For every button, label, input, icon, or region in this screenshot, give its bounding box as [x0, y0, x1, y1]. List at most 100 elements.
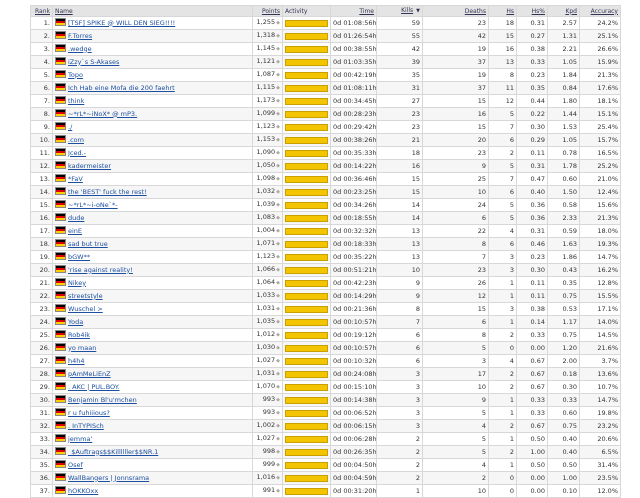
trend-icon: ◆ [276, 280, 280, 286]
activity [282, 393, 331, 407]
activity-bar [285, 188, 328, 196]
player-name[interactable]: bGW** [68, 252, 91, 261]
player-name[interactable]: *FaV [68, 174, 83, 183]
time: 0d 01:03:35h [330, 55, 377, 69]
player-name[interactable]: iZzy`s S-Akases [68, 57, 120, 66]
flag [55, 277, 66, 286]
flag [55, 199, 66, 208]
rank: 13. [30, 172, 53, 186]
player-name[interactable]: the 'BEST' fuck the rest! [68, 187, 147, 196]
kills: 8 [376, 302, 423, 316]
rank: 15. [30, 198, 53, 212]
player-name[interactable]: WallBangers | Jonnsrama [68, 473, 150, 482]
player-name[interactable]: Rob4ik [68, 330, 91, 339]
activity-bar [285, 162, 328, 170]
player: hOKKOxx [52, 484, 253, 498]
player-name[interactable]: ./ [68, 122, 73, 131]
player-name[interactable]: Yoda [68, 317, 84, 326]
player-name[interactable]: Wuschel > [68, 304, 103, 313]
player-name[interactable]: sad but true [68, 239, 108, 248]
points: 1,032◆ [252, 185, 283, 199]
player-name[interactable]: dude [68, 213, 85, 222]
deaths: 5 [422, 445, 489, 459]
rank: 10. [30, 133, 53, 147]
headshots: 6 [488, 237, 517, 251]
player-name[interactable]: Nikey [68, 278, 87, 287]
accuracy: 15.6% [579, 198, 621, 212]
points-value: 1,083 [256, 213, 276, 221]
sort-link[interactable]: Deaths [464, 7, 486, 15]
headshots: 4 [488, 224, 517, 238]
player-name[interactable]: Topo [68, 70, 83, 79]
player-name[interactable]: jemma' [68, 434, 93, 443]
sort-link[interactable]: Rank [35, 7, 50, 15]
kills: 21 [376, 133, 423, 147]
kpd: 1.63 [547, 237, 580, 251]
points-value: 1,050 [256, 161, 276, 169]
player-name[interactable]: pAmMeLiEnZ [68, 369, 111, 378]
player-name[interactable]: F.Torres [68, 31, 93, 40]
activity-bar [285, 149, 328, 157]
sort-link[interactable]: Name [55, 7, 73, 15]
sort-link[interactable]: Hs% [531, 7, 545, 15]
player-name[interactable]: .com [68, 135, 84, 144]
player-name[interactable]: . AKC | PUL.BOY. [68, 382, 120, 391]
player-name[interactable]: hOKKOxx [68, 486, 99, 495]
sort-link[interactable]: Hs [506, 7, 514, 15]
player-name[interactable]: Jced.- [68, 148, 87, 157]
sort-link[interactable]: Time [359, 7, 374, 15]
headshots: 5 [488, 211, 517, 225]
kpd: 1.86 [547, 250, 580, 264]
deaths: 9 [422, 159, 489, 173]
player-name[interactable]: r u fuhiiious? [68, 408, 110, 417]
sort-link[interactable]: Accuracy [590, 7, 618, 15]
player-name[interactable]: kadermeister [68, 161, 112, 170]
player-name[interactable]: ~*rL*~i-oNe`*- [68, 200, 118, 209]
points-value: 1,099 [256, 109, 276, 117]
sort-arrow: ▼ [416, 8, 420, 14]
activity-bar [285, 487, 328, 495]
header-label: Activity [285, 7, 308, 15]
headshots: 0 [488, 341, 517, 355]
player-name[interactable]: Ich Hab eine Mofa die 200 faehrt [68, 83, 175, 92]
kpd: 0.40 [547, 445, 580, 459]
rank: 24. [30, 315, 53, 329]
flag [55, 407, 66, 416]
player-row: 25. Rob4ik 1,012◆ 0d 00:19:12h 6 8 2 0.33 0.75 14… [30, 328, 621, 342]
player-row: 7. think 1,173◆ 0d 00:34:45h 27 15 12 0.44 1.80 1… [30, 94, 621, 108]
player-name[interactable]: . InTYPISch [68, 421, 104, 430]
rank: 14. [30, 185, 53, 199]
time: 0d 00:26:35h [330, 445, 377, 459]
rank: 32. [30, 419, 53, 433]
points-value: 1,090 [256, 148, 276, 156]
column-header: Kpd [547, 5, 580, 17]
column-header: Hs [488, 5, 517, 17]
player-name[interactable]: 'rise against reality! [68, 265, 133, 274]
player-name[interactable]: einE [68, 226, 83, 235]
sort-link[interactable]: Kpd [565, 7, 577, 15]
player-name[interactable]: think [68, 96, 85, 105]
deaths: 10 [422, 380, 489, 394]
sort-link[interactable]: Points [261, 7, 280, 15]
deaths: 24 [422, 198, 489, 212]
sort-link[interactable]: Kills [401, 7, 414, 14]
activity-bar [285, 370, 328, 378]
trend-icon: ◆ [276, 293, 280, 299]
player-name[interactable]: Osef [68, 460, 83, 469]
player-name[interactable]: h4h4 [68, 356, 85, 365]
deaths: 12 [422, 289, 489, 303]
player-name[interactable]: streetstyle [68, 291, 103, 300]
points-value: 1,121 [256, 57, 276, 65]
player-name[interactable]: [TSF] SPIKE @ WILL DEN SIEG!!!! [68, 18, 176, 27]
activity [282, 107, 331, 121]
points-value: 1,123 [256, 252, 276, 260]
activity [282, 16, 331, 30]
player: Osef [52, 458, 253, 472]
player-name[interactable]: yo maan [68, 343, 97, 352]
player-name[interactable]: Benjamin Bl'u'mchen [68, 395, 137, 404]
player-name[interactable]: ~*rL*~iNoX* @ mP3. [68, 109, 138, 118]
points: 1,031◆ [252, 302, 283, 316]
player-name[interactable]: .wedge [68, 44, 92, 53]
kills: 2 [376, 471, 423, 485]
activity [282, 354, 331, 368]
